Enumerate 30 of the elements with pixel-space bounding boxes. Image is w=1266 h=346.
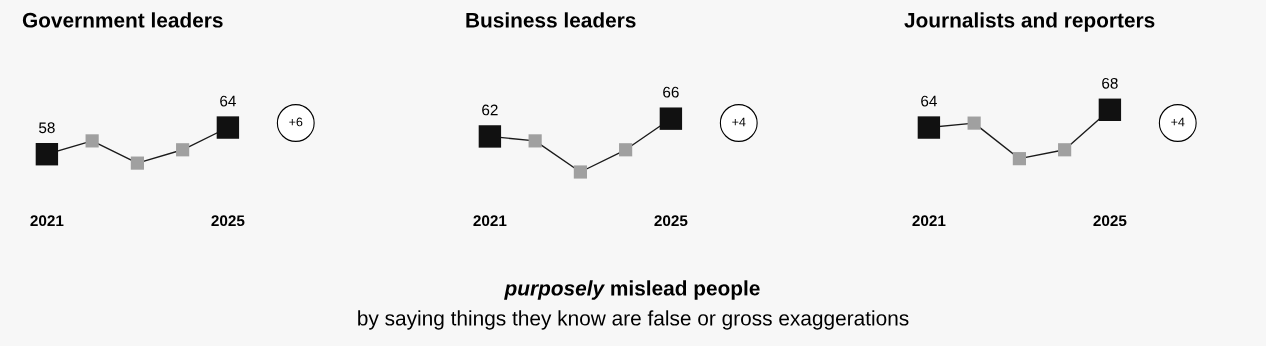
point — [619, 143, 633, 157]
point — [1012, 152, 1026, 166]
data-label: 58 — [39, 122, 55, 134]
x-tick-label: 2025 — [1093, 215, 1127, 227]
data-label: 68 — [1102, 77, 1118, 89]
chart-title: Journalists and reporters — [904, 12, 1155, 32]
data-label: 66 — [663, 86, 679, 98]
text: +4 — [1171, 117, 1185, 127]
chart-title: Business leaders — [466, 12, 636, 28]
point — [176, 143, 190, 157]
point — [528, 134, 542, 148]
point — [967, 116, 981, 130]
x-tick-label: 2021 — [912, 215, 946, 227]
data-label: 64 — [220, 95, 236, 107]
x-tick-label: 2025 — [654, 215, 688, 227]
text: purposely — [504, 280, 605, 300]
text: mislead people — [611, 280, 760, 300]
x-tick-label: 2021 — [473, 215, 507, 227]
point — [85, 134, 99, 148]
data-label: 62 — [482, 104, 498, 116]
text: +4 — [732, 117, 746, 127]
x-tick-label: 2025 — [211, 215, 245, 227]
point — [573, 165, 587, 179]
point — [1058, 143, 1072, 157]
text: by saying things they know are false or gross exaggerations — [358, 310, 909, 330]
point — [130, 156, 144, 170]
data-label: 64 — [921, 95, 937, 107]
chart-title: Government leaders — [22, 12, 223, 28]
x-tick-label: 2021 — [30, 215, 64, 227]
text: +6 — [289, 117, 303, 127]
